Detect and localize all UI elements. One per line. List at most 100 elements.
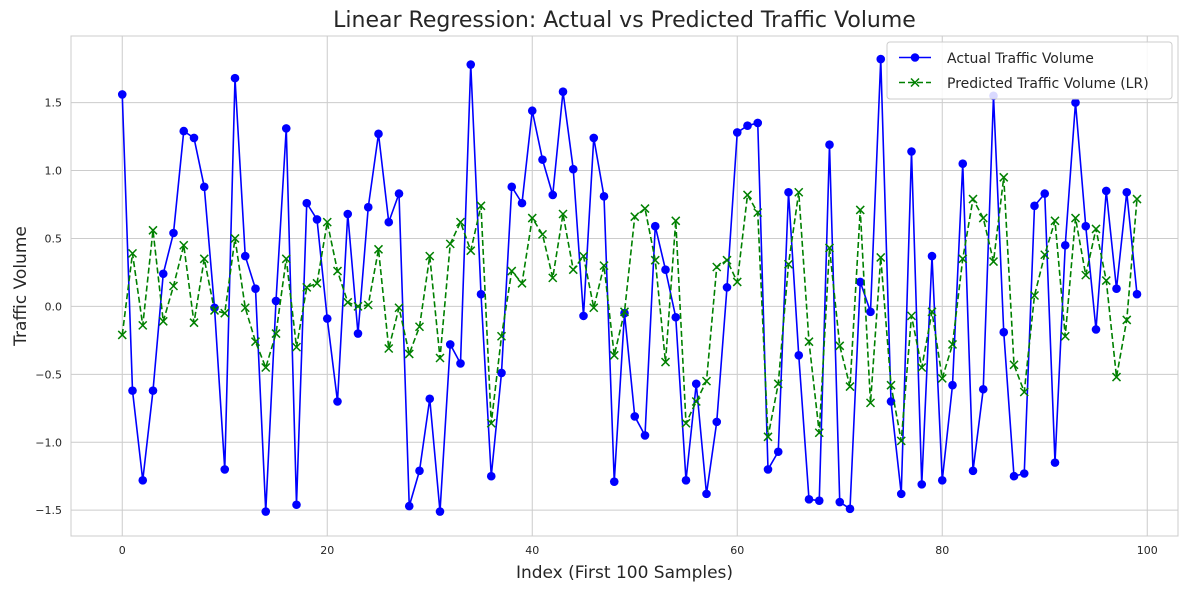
- predicted-point: [824, 243, 835, 253]
- predicted-point: [937, 373, 947, 383]
- x-marker-stroke: [527, 213, 537, 223]
- legend-actual-marker: [910, 53, 920, 62]
- predicted-point: [865, 398, 876, 408]
- x-marker-stroke: [660, 357, 671, 367]
- predicted-point: [281, 254, 291, 264]
- x-marker-stroke: [363, 300, 373, 310]
- x-tick-label: 80: [935, 544, 949, 557]
- predicted-point: [917, 362, 927, 373]
- grid: [71, 36, 1178, 536]
- x-marker-stroke: [1101, 276, 1111, 286]
- x-marker-stroke: [332, 266, 343, 276]
- actual-point: [722, 283, 732, 292]
- x-marker-stroke: [179, 240, 189, 250]
- predicted-point: [1132, 194, 1142, 204]
- actual-point: [281, 124, 291, 133]
- x-marker-stroke: [814, 428, 824, 438]
- x-marker-stroke: [1091, 224, 1101, 234]
- actual-point: [599, 192, 609, 201]
- predicted-point: [476, 201, 486, 211]
- actual-point: [804, 495, 814, 504]
- predicted-point: [855, 205, 865, 215]
- x-marker-stroke: [158, 316, 168, 326]
- x-tick-label: 0: [119, 544, 126, 557]
- predicted-point: [353, 301, 363, 311]
- x-marker-stroke: [947, 339, 958, 349]
- x-marker-stroke: [1029, 290, 1040, 301]
- actual-point: [179, 126, 189, 136]
- predicted-point: [814, 428, 824, 438]
- actual-point: [343, 209, 353, 219]
- x-marker-stroke: [148, 225, 158, 235]
- predicted-point: [343, 297, 353, 307]
- x-marker-stroke: [250, 337, 261, 347]
- x-marker-stroke: [507, 266, 517, 276]
- predicted-point: [999, 172, 1009, 182]
- legend-box: [886, 41, 1173, 100]
- actual-point: [907, 147, 916, 156]
- legend-predicted-label: Predicted Traffic Volume (LR): [947, 76, 1149, 92]
- x-marker-stroke: [343, 297, 353, 307]
- x-marker-stroke: [322, 217, 332, 227]
- x-marker-stroke: [712, 262, 722, 272]
- actual-point: [240, 251, 250, 261]
- x-marker-stroke: [630, 212, 640, 222]
- predicted-point: [681, 418, 691, 428]
- actual-point: [743, 121, 752, 130]
- predicted-point: [691, 396, 701, 407]
- actual-point: [702, 489, 711, 499]
- x-marker-stroke: [476, 201, 486, 211]
- actual-point: [1019, 469, 1029, 478]
- actual-point: [917, 480, 927, 489]
- x-marker-stroke: [220, 308, 230, 318]
- actual-point: [292, 500, 301, 510]
- predicted-point: [876, 252, 886, 262]
- predicted-point: [179, 240, 189, 250]
- actual-point: [199, 182, 209, 192]
- x-marker-stroke: [968, 194, 978, 204]
- predicted-point: [896, 436, 906, 446]
- predicted-point: [958, 254, 968, 264]
- x-marker-stroke: [117, 330, 127, 340]
- actual-point: [1091, 325, 1101, 334]
- x-marker-stroke: [302, 282, 312, 292]
- x-marker-stroke: [732, 277, 742, 287]
- y-axis-label: Traffic Volume: [11, 226, 31, 347]
- x-marker-stroke: [886, 380, 896, 390]
- y-tick-label: −1.0: [35, 436, 62, 449]
- predicted-point: [568, 265, 578, 275]
- actual-point: [220, 465, 230, 474]
- x-marker-stroke: [291, 342, 302, 352]
- predicted-point: [1111, 372, 1122, 382]
- predicted-point: [578, 251, 589, 261]
- actual-point: [507, 182, 517, 192]
- actual-point: [425, 394, 435, 404]
- predicted-point: [291, 342, 302, 352]
- x-marker-stroke: [1019, 387, 1029, 397]
- actual-point: [353, 329, 363, 338]
- x-marker-stroke: [455, 217, 466, 227]
- x-tick-label: 60: [730, 544, 744, 557]
- predicted-point: [373, 244, 384, 254]
- actual-point: [415, 466, 424, 476]
- actual-point: [517, 198, 527, 208]
- actual-point: [640, 431, 650, 440]
- x-marker-stroke: [910, 77, 920, 88]
- predicted-point: [250, 337, 261, 347]
- x-tick-label: 40: [525, 544, 539, 557]
- legend-x-marker: [910, 77, 920, 88]
- x-marker-stroke: [404, 349, 414, 359]
- actual-point: [548, 190, 558, 200]
- x-marker-stroke: [199, 254, 209, 264]
- x-marker-stroke: [896, 436, 906, 446]
- actual-point: [404, 501, 414, 511]
- actual-point: [876, 54, 886, 64]
- predicted-point: [609, 350, 619, 360]
- actual-point: [158, 269, 168, 279]
- x-marker-stroke: [691, 396, 701, 407]
- actual-point: [845, 504, 855, 514]
- x-marker-stroke: [384, 343, 394, 354]
- x-marker-stroke: [1111, 372, 1122, 382]
- series-layer: [117, 54, 1142, 516]
- actual-point: [117, 90, 127, 99]
